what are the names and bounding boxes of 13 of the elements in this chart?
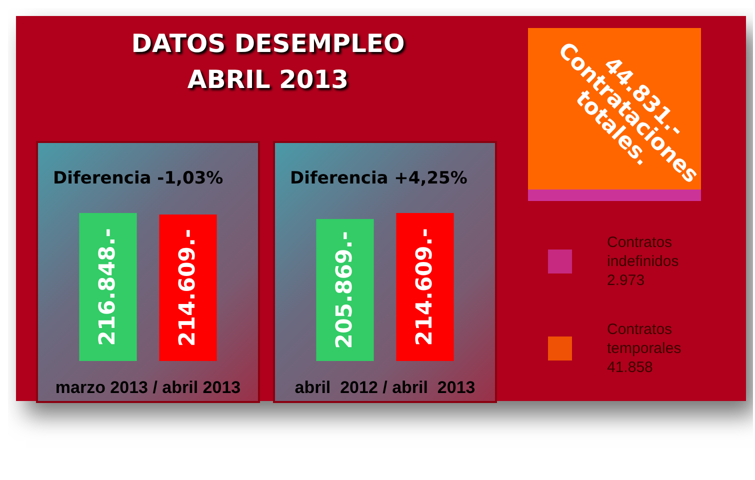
x-axis-title: marzo 2013 / abril 2013 [55,378,241,397]
chart-title: DATOS DESEMPLEO ABRIL 2013 [130,28,406,96]
data-label: 41.858 [607,359,653,376]
data-label: 2.973 [607,272,645,289]
legend-label: Contratos temporales [607,321,682,357]
data-label: 216.848.- [96,228,120,346]
chart-subtitle: Diferencia -1,03% [53,168,224,188]
chart-subtitle: Diferencia +4,25% [290,168,468,188]
data-label: 214.609.- [176,228,200,347]
x-axis-title: abril 2012 / abril 2013 [294,378,476,397]
data-label: 214.609.- [412,228,438,346]
legend-label: Contratos indefinidos [607,234,679,270]
data-label: 205.869.- [332,231,358,349]
